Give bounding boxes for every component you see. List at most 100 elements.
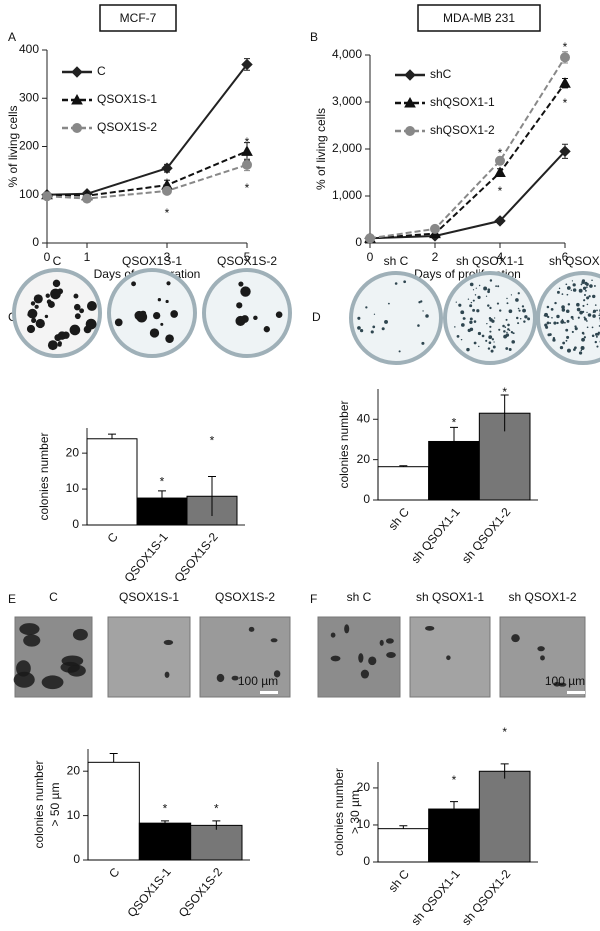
colony — [586, 286, 588, 289]
y-tick-label: 100 — [19, 187, 39, 201]
colony — [581, 279, 586, 283]
annotation: * — [502, 385, 507, 399]
chart-title: MCF-7 — [120, 11, 157, 25]
colony — [388, 302, 390, 305]
colony — [426, 315, 429, 317]
colony — [567, 303, 571, 306]
colony — [157, 298, 162, 302]
colony — [33, 294, 43, 304]
bar — [428, 808, 480, 863]
colony — [446, 655, 451, 661]
colony — [357, 326, 361, 330]
colony — [425, 625, 435, 631]
colony — [360, 669, 370, 679]
colony — [580, 349, 583, 352]
x-tick-label: QSOX1S-2 — [171, 530, 221, 585]
colony — [495, 285, 497, 287]
colony — [27, 308, 38, 319]
scale-bar-label: 100 µm — [545, 674, 585, 688]
x-tick-label: 4 — [497, 250, 504, 264]
image-label: QSOX1S-1 — [119, 590, 179, 604]
colony — [507, 323, 510, 327]
y-tick-label: 300 — [19, 90, 39, 104]
colony — [455, 301, 457, 303]
colony — [45, 293, 50, 298]
colony — [46, 299, 52, 305]
colony — [236, 302, 243, 309]
colony — [556, 290, 560, 294]
colony — [35, 318, 45, 329]
colony — [23, 634, 41, 647]
title-box — [99, 4, 177, 32]
colony — [476, 309, 480, 313]
y-tick-label: 20 — [66, 445, 80, 459]
colony — [79, 308, 85, 314]
y-tick-label: 0 — [363, 854, 370, 868]
dish — [202, 268, 292, 358]
colony — [165, 299, 169, 304]
colony — [472, 308, 476, 312]
y-axis-label: colonies number — [337, 400, 351, 488]
marker — [71, 66, 83, 78]
colony — [72, 628, 88, 641]
annotation: * — [563, 96, 568, 110]
colony — [570, 289, 572, 291]
colony — [523, 320, 526, 323]
annotation: * — [452, 415, 457, 429]
colony — [562, 341, 566, 345]
colony — [86, 301, 97, 311]
colony — [164, 671, 170, 678]
colony — [594, 304, 597, 306]
colony — [508, 348, 512, 351]
colony — [263, 326, 270, 333]
error-bar — [158, 490, 166, 506]
colony — [521, 305, 525, 308]
error-bar — [208, 476, 216, 517]
colony — [73, 293, 79, 299]
legend-label: QSOX1S-1 — [97, 92, 157, 106]
colony — [163, 639, 174, 646]
colony — [44, 314, 49, 319]
colony — [540, 655, 545, 661]
colony — [549, 322, 552, 325]
colony — [552, 338, 556, 342]
colony — [460, 310, 465, 315]
colony — [57, 342, 62, 347]
colony — [566, 335, 570, 339]
y-axis-label: colonies number — [32, 760, 46, 848]
image-label: QSOX1S-2 — [215, 590, 275, 604]
colony — [275, 311, 283, 319]
colony — [586, 296, 590, 300]
series-line — [369, 150, 566, 240]
colony — [398, 350, 401, 353]
marker — [242, 159, 252, 170]
colony — [584, 289, 587, 292]
colony — [487, 304, 490, 307]
colony — [558, 287, 561, 290]
y-tick-label: 0 — [72, 517, 79, 531]
colony — [594, 340, 597, 344]
dish — [12, 268, 102, 358]
colony — [485, 295, 488, 297]
colony — [60, 661, 80, 673]
colony — [579, 310, 583, 315]
colony — [506, 331, 508, 334]
colony — [572, 283, 576, 287]
colony — [570, 315, 574, 319]
colony — [582, 304, 585, 307]
marker — [71, 93, 83, 105]
bar — [377, 466, 430, 501]
colony — [330, 655, 341, 662]
y-axis-label: > 30 µm — [348, 790, 362, 834]
y-tick-label: 3,000 — [332, 94, 362, 108]
colony — [580, 283, 583, 286]
colony — [478, 345, 480, 348]
colony — [563, 308, 565, 310]
dish — [349, 271, 443, 365]
colony — [421, 341, 425, 345]
panel-label: B — [310, 30, 318, 44]
colony — [558, 682, 567, 687]
error-bar — [161, 820, 169, 826]
colony — [565, 283, 568, 286]
marker — [405, 126, 415, 136]
